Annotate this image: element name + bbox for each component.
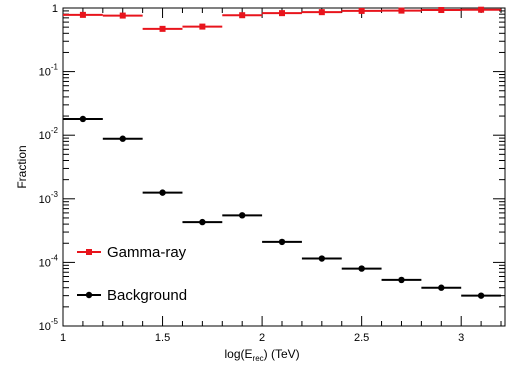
data-point	[318, 255, 326, 262]
data-point	[159, 189, 166, 196]
data-point	[119, 12, 126, 19]
data-point	[438, 284, 445, 291]
data-point	[79, 11, 86, 18]
y-tick-label: 1	[52, 3, 58, 15]
legend-label: Gamma-ray	[107, 244, 187, 261]
data-point	[79, 115, 87, 123]
data-point	[478, 6, 485, 13]
data-point	[358, 7, 365, 14]
data-point	[398, 276, 405, 284]
data-point	[159, 25, 166, 32]
x-tick-label: 2	[259, 332, 265, 344]
legend-label: Background	[107, 287, 187, 304]
x-tick-label: 1.5	[155, 332, 170, 344]
data-point	[318, 9, 325, 16]
y-tick-label: 10-5	[39, 317, 59, 333]
data-point	[238, 212, 246, 219]
data-point	[119, 135, 126, 142]
y-axis-label: Fraction	[15, 145, 29, 188]
data-point	[199, 218, 206, 226]
y-tick-label: 10-4	[39, 253, 59, 269]
x-tick-label: 2.5	[354, 332, 369, 344]
data-point	[398, 7, 405, 14]
legend-marker	[85, 291, 93, 299]
y-tick-label: 10-1	[39, 63, 59, 79]
legend-marker	[86, 249, 92, 255]
y-tick-label: 10-2	[39, 126, 59, 142]
x-tick-label: 3	[458, 332, 464, 344]
data-point	[358, 265, 365, 272]
y-tick-label: 10-3	[39, 190, 59, 206]
series-background	[63, 115, 502, 299]
data-point	[279, 10, 286, 17]
x-axis-label: log(Erec) (TeV)	[225, 347, 300, 363]
data-point	[477, 292, 485, 299]
plot-frame	[62, 7, 506, 327]
data-point	[278, 238, 286, 246]
x-tick-label: 1	[60, 332, 66, 344]
series-gamma-ray	[63, 6, 502, 32]
data-point	[199, 23, 206, 30]
data-point	[438, 7, 445, 14]
data-point	[239, 12, 246, 19]
